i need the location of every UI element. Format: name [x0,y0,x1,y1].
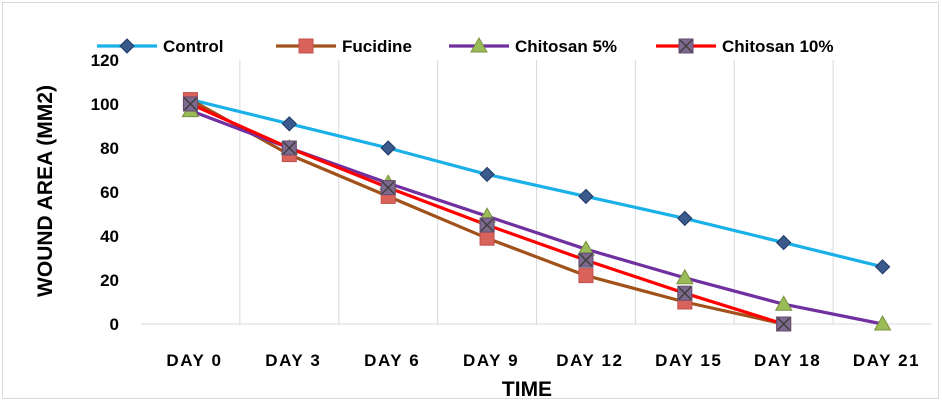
y-tick-label: 120 [91,51,119,70]
data-point-chitosan-10 [677,285,693,301]
series-line-control [190,98,883,269]
marker-cross [679,39,693,53]
x-axis-ticks: DAY 0 DAY 3 DAY 6 DAY 9 DAY 12 DAY 15 DAY 18 DA… [166,351,920,370]
data-point-control [281,116,298,132]
gridlines [141,60,932,325]
y-tick-label: 40 [100,227,119,246]
square-marker [578,268,594,284]
y-tick-label: 20 [100,271,119,290]
x-tick-label: DAY 3 [265,351,321,370]
x-tick-label: DAY 0 [166,351,222,370]
x-tick-label: DAY 21 [853,351,920,370]
data-point-chitosan-5 [675,268,694,285]
diamond-marker [281,116,298,132]
y-tick-label: 0 [110,315,119,334]
x-tick-label: DAY 12 [556,351,623,370]
y-tick-label: 80 [100,139,119,158]
series-markers [181,91,892,332]
data-point-control [479,166,495,183]
legend-item-control: Control [97,37,223,56]
data-point-chitosan-10 [479,217,495,233]
data-point-control [874,259,891,275]
data-point-chitosan-10 [578,252,594,268]
legend-marker [119,38,135,54]
legend-label: Control [163,37,223,56]
legend-marker [470,36,488,53]
marker-cross [480,218,494,232]
x-tick-label: DAY 9 [463,351,519,370]
y-tick-label: 60 [100,183,119,202]
legend-marker [298,38,314,54]
diamond-marker [677,210,693,227]
y-tick-label: 100 [91,95,119,114]
legend-marker [678,38,694,54]
x-tick-label: DAY 6 [364,351,420,370]
x-tick-label: DAY 15 [655,351,722,370]
marker-cross [777,317,791,331]
x-axis-title: TIME [502,378,552,401]
square-marker [298,38,314,54]
data-point-control [380,140,396,156]
diamond-marker [874,259,891,275]
data-point-control [578,188,594,205]
data-point-control [677,210,693,227]
square-marker [479,230,495,246]
data-point-fucidine [578,268,594,284]
diamond-marker [119,38,135,54]
legend-label: Chitosan 10% [722,37,833,56]
y-axis-ticks: 0 20 40 60 80 100 120 [91,51,119,334]
legend-item-chitosan-10: Chitosan 10% [656,37,833,56]
marker-cross [579,253,593,267]
y-axis-title: WOUND AREA (MM2) [34,85,57,297]
data-point-chitosan-10 [776,316,792,332]
triangle-marker [774,295,793,311]
marker-cross [282,141,296,155]
diamond-marker [775,234,792,251]
data-point-chitosan-10 [281,140,297,156]
data-point-chitosan-5 [774,295,793,311]
legend-label: Chitosan 5% [515,37,617,56]
diamond-marker [578,188,594,205]
data-point-control [775,234,792,251]
data-point-chitosan-10 [380,180,396,196]
legend-label: Fucidine [342,37,412,56]
data-point-chitosan-10 [182,96,198,112]
marker-cross [678,286,692,300]
marker-cross [381,181,395,195]
triangle-marker [470,36,488,53]
data-point-chitosan-5 [873,314,892,331]
legend-item-fucidine: Fucidine [276,37,412,56]
x-tick-label: DAY 18 [754,351,821,370]
triangle-marker [873,314,892,331]
triangle-marker [675,268,694,285]
marker-cross [183,97,197,111]
diamond-marker [479,166,495,183]
diamond-marker [380,140,396,156]
data-point-fucidine [479,230,495,246]
legend-item-chitosan-5: Chitosan 5% [449,36,617,56]
legend: Control Fucidine Chitosan 5% Chitosan 10% [97,36,833,56]
